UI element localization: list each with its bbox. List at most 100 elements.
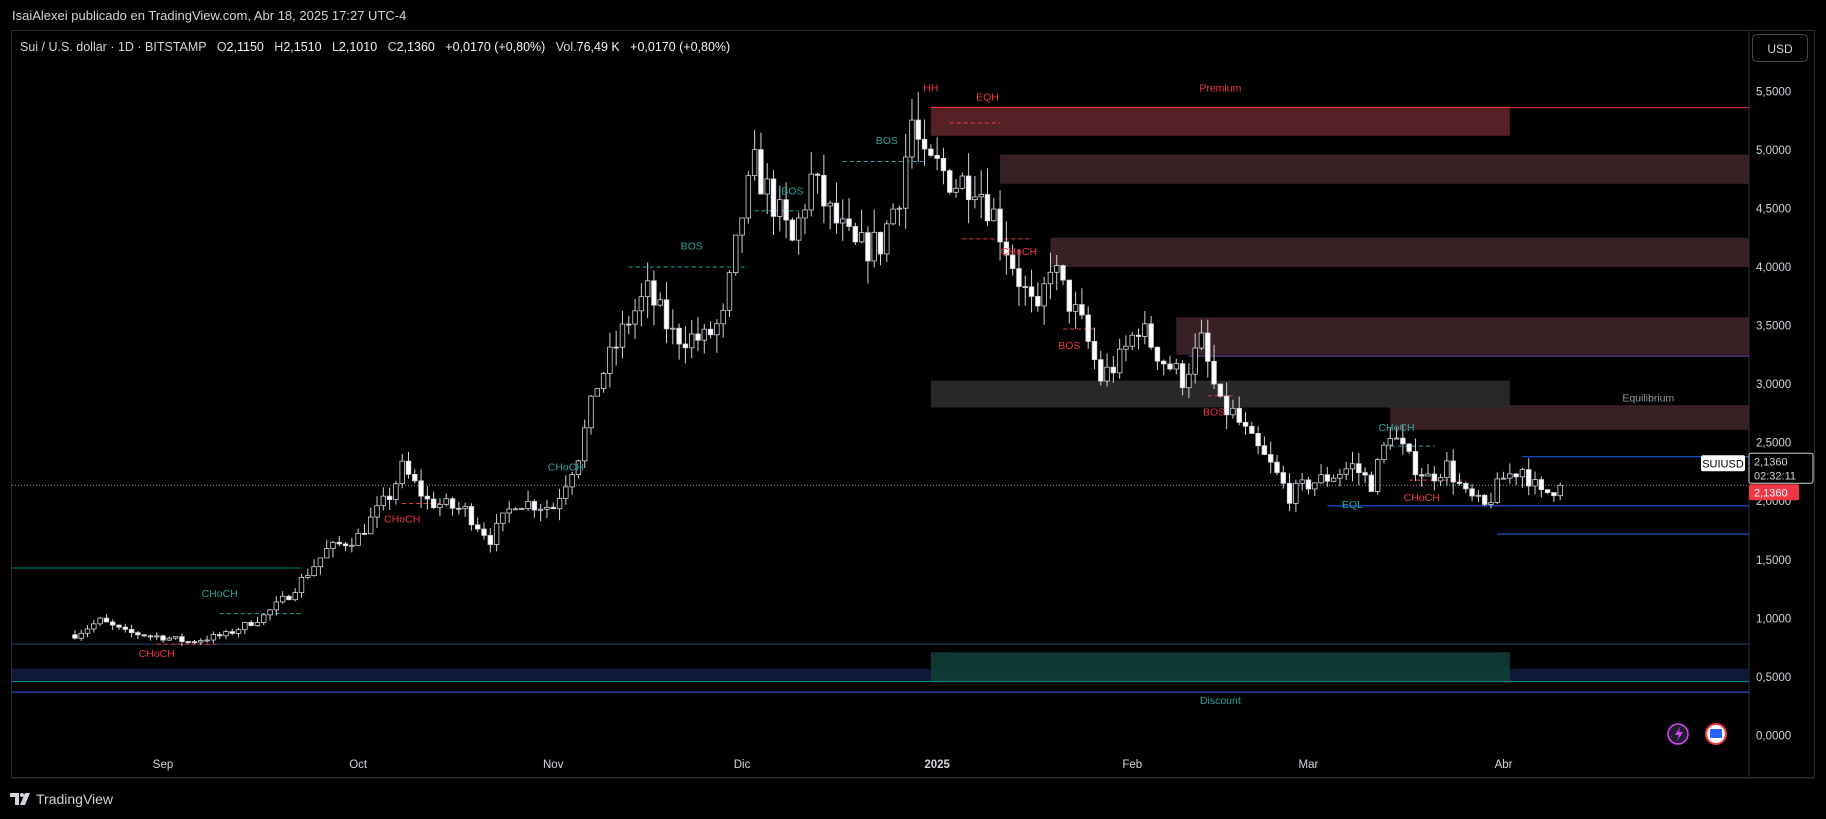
symbol-name[interactable]: Sui / U.S. dollar · 1D · BITSTAMP — [20, 40, 207, 54]
candle-body — [185, 641, 191, 644]
candle-body — [525, 501, 531, 509]
x-tick-label: Feb — [1122, 759, 1142, 771]
candle-body — [386, 495, 393, 500]
candle-body — [1286, 482, 1293, 504]
candle-body — [739, 217, 745, 236]
candle-body — [1142, 323, 1148, 337]
candle-body — [1072, 304, 1079, 312]
flash-bolt-icon — [1675, 727, 1683, 741]
close-label: C — [387, 40, 397, 54]
candle-body — [1022, 286, 1028, 288]
candle-body — [361, 532, 368, 535]
candle-body — [1091, 340, 1098, 361]
x-tick-label: Abr — [1495, 759, 1513, 771]
candle-body — [613, 346, 619, 349]
candle-body — [726, 272, 733, 311]
structure-label: CHoCH — [548, 462, 584, 474]
footer-brand[interactable]: TradingView — [10, 791, 113, 808]
brand-name: TradingView — [36, 791, 114, 807]
structure-label: BOS — [681, 240, 703, 252]
candle-body — [1362, 472, 1368, 476]
candle-body — [1016, 268, 1022, 287]
y-tick-label: 4,5000 — [1756, 203, 1791, 215]
close-value: 2,1360 — [396, 40, 435, 54]
candle-body — [582, 427, 588, 462]
structure-label: EQL — [1342, 499, 1363, 511]
y-tick-label: 1,5000 — [1756, 555, 1791, 567]
y-tick-label: 5,5000 — [1756, 86, 1791, 98]
candle-body — [600, 372, 607, 390]
y-tick-label: 4,0000 — [1756, 262, 1791, 274]
candle-body — [261, 614, 267, 623]
structure-label: CHoCH — [1404, 492, 1440, 504]
candle-body — [626, 323, 632, 326]
candle-body — [764, 178, 770, 195]
candle-body — [877, 231, 884, 255]
candle-body — [1217, 383, 1224, 397]
candle-body — [1274, 461, 1280, 473]
symbol-legend: Sui / U.S. dollar · 1D · BITSTAMP O2,115… — [20, 40, 730, 54]
publish-header: IsaiAlexei publicado en TradingView.com,… — [0, 0, 1826, 30]
candle-body — [248, 622, 254, 626]
candle-body — [544, 506, 550, 510]
candle-body — [1557, 484, 1563, 497]
zone-box — [1390, 405, 1749, 430]
candle-body — [1205, 332, 1211, 362]
candle-body — [1494, 478, 1500, 503]
candle-body — [896, 207, 903, 210]
candle-body — [1469, 488, 1475, 497]
candle-body — [204, 639, 210, 642]
candle-body — [827, 202, 833, 207]
y-tick-label: 0,5000 — [1756, 672, 1791, 684]
candle-body — [103, 617, 110, 623]
candle-body — [733, 234, 739, 274]
candle-body — [1123, 345, 1129, 350]
candle-body — [1374, 459, 1381, 492]
candle-body — [821, 174, 827, 207]
candle-body — [682, 343, 689, 349]
candle-body — [223, 631, 229, 637]
candle-body — [978, 194, 984, 198]
candle-body — [286, 595, 292, 601]
candle-body — [468, 506, 475, 526]
candle-body — [216, 634, 223, 637]
candle-body — [1318, 474, 1324, 484]
candle-body — [154, 635, 160, 638]
candle-body — [1280, 472, 1286, 484]
candle-body — [1211, 360, 1217, 385]
candle-body — [644, 280, 651, 298]
price-tag-value: 2,1360 — [1754, 456, 1788, 468]
candle-body — [1400, 437, 1406, 445]
candle-body — [1161, 360, 1167, 365]
candle-body — [84, 628, 91, 634]
candle-body — [254, 622, 261, 626]
candle-body — [456, 507, 462, 510]
candle-body — [714, 323, 720, 336]
candle-body — [720, 309, 726, 325]
candle-body — [1507, 473, 1513, 479]
candle-body — [512, 508, 519, 511]
candle-body — [1538, 479, 1545, 491]
candle-body — [607, 346, 613, 374]
y-tick-label: 2,5000 — [1756, 438, 1791, 450]
candle-body — [462, 506, 468, 510]
x-tick-label: Oct — [349, 759, 368, 771]
premium-label: Premium — [1199, 82, 1241, 94]
candle-body — [273, 601, 280, 611]
candle-body — [1532, 479, 1538, 487]
candle-body — [802, 209, 808, 219]
candle-body — [1242, 421, 1249, 427]
currency-button[interactable]: USD — [1752, 34, 1808, 62]
candle-body — [1488, 502, 1494, 505]
candle-body — [965, 175, 972, 201]
zone-box — [1000, 154, 1749, 184]
candle-body — [795, 217, 802, 241]
candle-body — [1481, 494, 1488, 505]
candle-body — [91, 623, 97, 630]
candle-body — [657, 299, 663, 306]
candle-body — [758, 149, 764, 195]
candle-body — [418, 480, 424, 497]
open-value: 2,1150 — [226, 40, 264, 54]
candle-body — [959, 175, 966, 189]
